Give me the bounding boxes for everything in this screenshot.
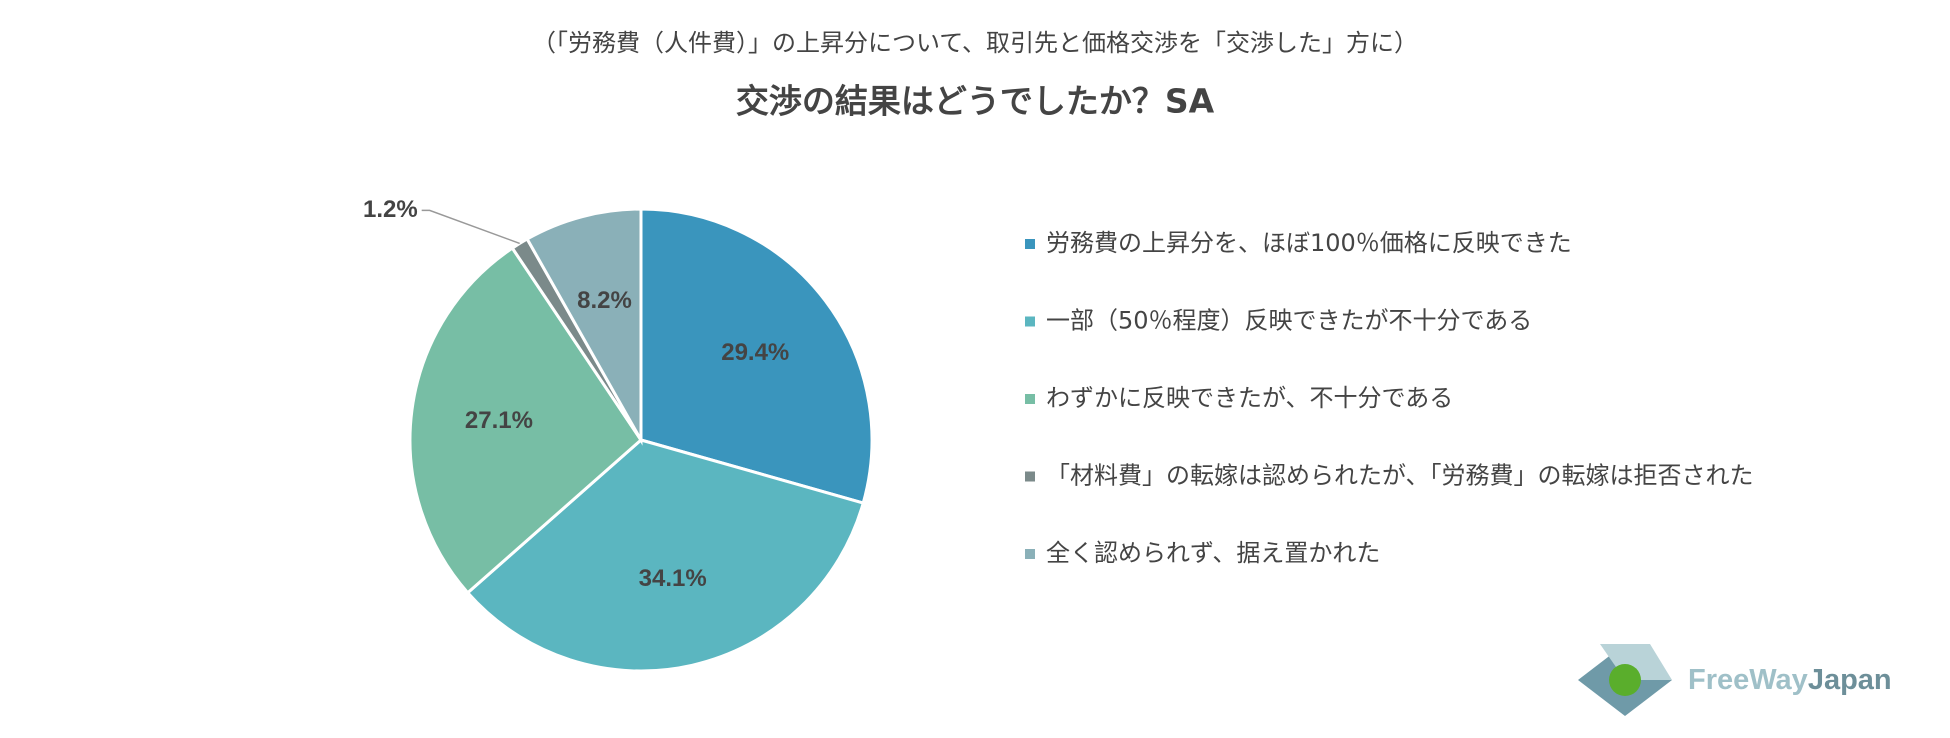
chart-subtitle: （「労務費（人件費）」の上昇分について、取引先と価格交渉を「交渉した」方に） [532,29,1418,57]
logo-shape [1609,664,1641,696]
legend-label: 「材料費」の転嫁は認められたが、「労務費」の転嫁は拒否された [1046,462,1754,490]
logo-shape [1600,644,1672,680]
chart-title: 交渉の結果はどうでしたか？SA [736,82,1215,121]
data-label: 27.1% [465,407,533,434]
pie-slice [639,207,874,505]
logo: FreeWayJapan [1578,644,1892,716]
logo-part: Japan [1808,664,1892,696]
data-label: 1.2% [363,196,418,223]
data-label: 29.4% [721,339,789,366]
legend-marker [1025,239,1035,249]
logo-text: FreeWayJapan [1688,664,1892,696]
legend-marker [1025,394,1035,404]
pie-slice [408,246,643,595]
logo-part: FreeWay [1688,664,1808,696]
legend-marker [1025,471,1035,482]
leader-line [421,209,520,245]
legend-label: わずかに反映できたが、不十分である [1046,384,1453,412]
legend-label: 労務費の上昇分を、ほぼ100％価格に反映できた [1046,229,1572,257]
data-label: 8.2% [577,287,632,314]
pie-slice [465,438,866,673]
legend-marker [1025,549,1035,559]
data-label: 34.1% [639,565,707,592]
legend-marker [1025,316,1035,327]
pie-slice [525,207,643,446]
legend-label: 一部（50％程度）反映できたが不十分である [1046,307,1532,335]
legend-label: 全く認められず、据え置かれた [1046,539,1380,567]
